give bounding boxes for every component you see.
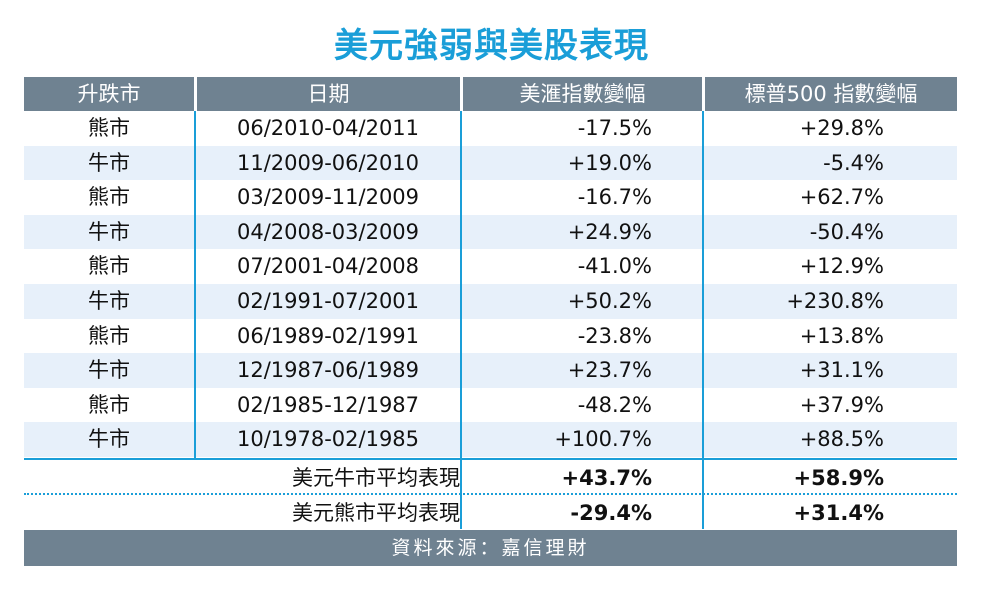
cell-sp500: -5.4%: [823, 150, 884, 175]
column-rule: [460, 111, 462, 529]
cell-usd: +50.2%: [567, 288, 652, 313]
cell-usd: +100.7%: [554, 427, 652, 452]
cell-usd: -41.0%: [577, 254, 652, 279]
cell-market: 熊市: [88, 323, 130, 348]
cell-usd: +23.7%: [567, 358, 652, 383]
header-divider: [460, 77, 463, 111]
cell-sp500: +88.5%: [799, 427, 884, 452]
cell-market: 牛市: [88, 358, 130, 383]
cell-usd: +19.0%: [567, 150, 652, 175]
cell-sp500: +62.7%: [799, 185, 884, 210]
cell-date: 06/1989-02/1991: [236, 323, 420, 348]
cell-market: 牛市: [88, 427, 130, 452]
cell-market: 熊市: [88, 254, 130, 279]
table-row: 牛市 12/1987-06/1989 +23.7% +31.1%: [24, 353, 957, 388]
cell-market: 牛市: [88, 288, 130, 313]
cell-sp500: +230.8%: [786, 288, 884, 313]
table-row: 牛市 04/2008-03/2009 +24.9% -50.4%: [24, 214, 957, 250]
source-footer: 資料來源：嘉信理財: [24, 530, 957, 566]
column-rule: [194, 111, 196, 459]
header-divider: [194, 77, 197, 111]
summary-divider: [24, 458, 957, 460]
cell-date: 06/2010-04/2011: [236, 116, 420, 140]
cell-sp500: +37.9%: [799, 392, 884, 417]
table-header: 升跌市 日期 美滙指數變幅 標普500 指數變幅: [24, 77, 957, 111]
summary-row-bull: 美元牛市平均表現 +43.7% +58.9%: [24, 461, 957, 495]
table-row: 熊市 06/2010-04/2011 -17.5% +29.8%: [24, 111, 957, 146]
cell-market: 熊市: [88, 392, 130, 417]
cell-market: 熊市: [88, 116, 130, 140]
cell-date: 12/1987-06/1989: [236, 358, 420, 383]
cell-sp500: +31.1%: [799, 358, 884, 383]
cell-sp500: -50.4%: [809, 219, 884, 244]
header-date: 日期: [307, 82, 350, 106]
cell-date: 02/1985-12/1987: [236, 392, 420, 417]
cell-date: 03/2009-11/2009: [236, 185, 420, 210]
header-sp500: 標普500 指數變幅: [744, 82, 918, 106]
cell-date: 04/2008-03/2009: [236, 219, 420, 244]
table-body: 熊市 06/2010-04/2011 -17.5% +29.8% 牛市 11/2…: [24, 111, 957, 457]
summary-usd: +43.7%: [561, 466, 652, 490]
cell-date: 02/1991-07/2001: [236, 288, 420, 313]
summary-sp500: +31.4%: [793, 501, 884, 525]
cell-sp500: +29.8%: [799, 116, 884, 140]
cell-usd: +24.9%: [567, 219, 652, 244]
summary-row-bear: 美元熊市平均表現 -29.4% +31.4%: [24, 496, 957, 530]
summary-usd: -29.4%: [570, 501, 652, 525]
summary-sp500: +58.9%: [793, 466, 884, 490]
cell-date: 10/1978-02/1985: [236, 427, 420, 452]
summary-label: 美元熊市平均表現: [292, 501, 460, 525]
cell-sp500: +12.9%: [799, 254, 884, 279]
cell-date: 11/2009-06/2010: [236, 150, 420, 175]
table-row: 牛市 10/1978-02/1985 +100.7% +88.5%: [24, 422, 957, 457]
summary-label: 美元牛市平均表現: [292, 466, 460, 490]
cell-market: 熊市: [88, 185, 130, 210]
chart-title: 美元強弱與美股表現: [334, 26, 649, 66]
summary-dotted-divider: [24, 493, 957, 495]
column-rule: [702, 111, 704, 529]
table-row: 熊市 03/2009-11/2009 -16.7% +62.7%: [24, 180, 957, 215]
header-divider: [702, 77, 705, 111]
cell-usd: -16.7%: [577, 185, 652, 210]
cell-date: 07/2001-04/2008: [236, 254, 420, 279]
cell-usd: -48.2%: [577, 392, 652, 417]
table-row: 熊市 07/2001-04/2008 -41.0% +12.9%: [24, 249, 957, 284]
header-usd-index: 美滙指數變幅: [519, 82, 646, 106]
cell-usd: -23.8%: [577, 323, 652, 348]
table-row: 牛市 02/1991-07/2001 +50.2% +230.8%: [24, 283, 957, 319]
header-market: 升跌市: [77, 82, 141, 106]
cell-sp500: +13.8%: [799, 323, 884, 348]
cell-market: 牛市: [88, 150, 130, 175]
table-row: 牛市 11/2009-06/2010 +19.0% -5.4%: [24, 145, 957, 181]
cell-market: 牛市: [88, 219, 130, 244]
table-row: 熊市 02/1985-12/1987 -48.2% +37.9%: [24, 388, 957, 423]
cell-usd: -17.5%: [577, 116, 652, 140]
table-row: 熊市 06/1989-02/1991 -23.8% +13.8%: [24, 319, 957, 354]
